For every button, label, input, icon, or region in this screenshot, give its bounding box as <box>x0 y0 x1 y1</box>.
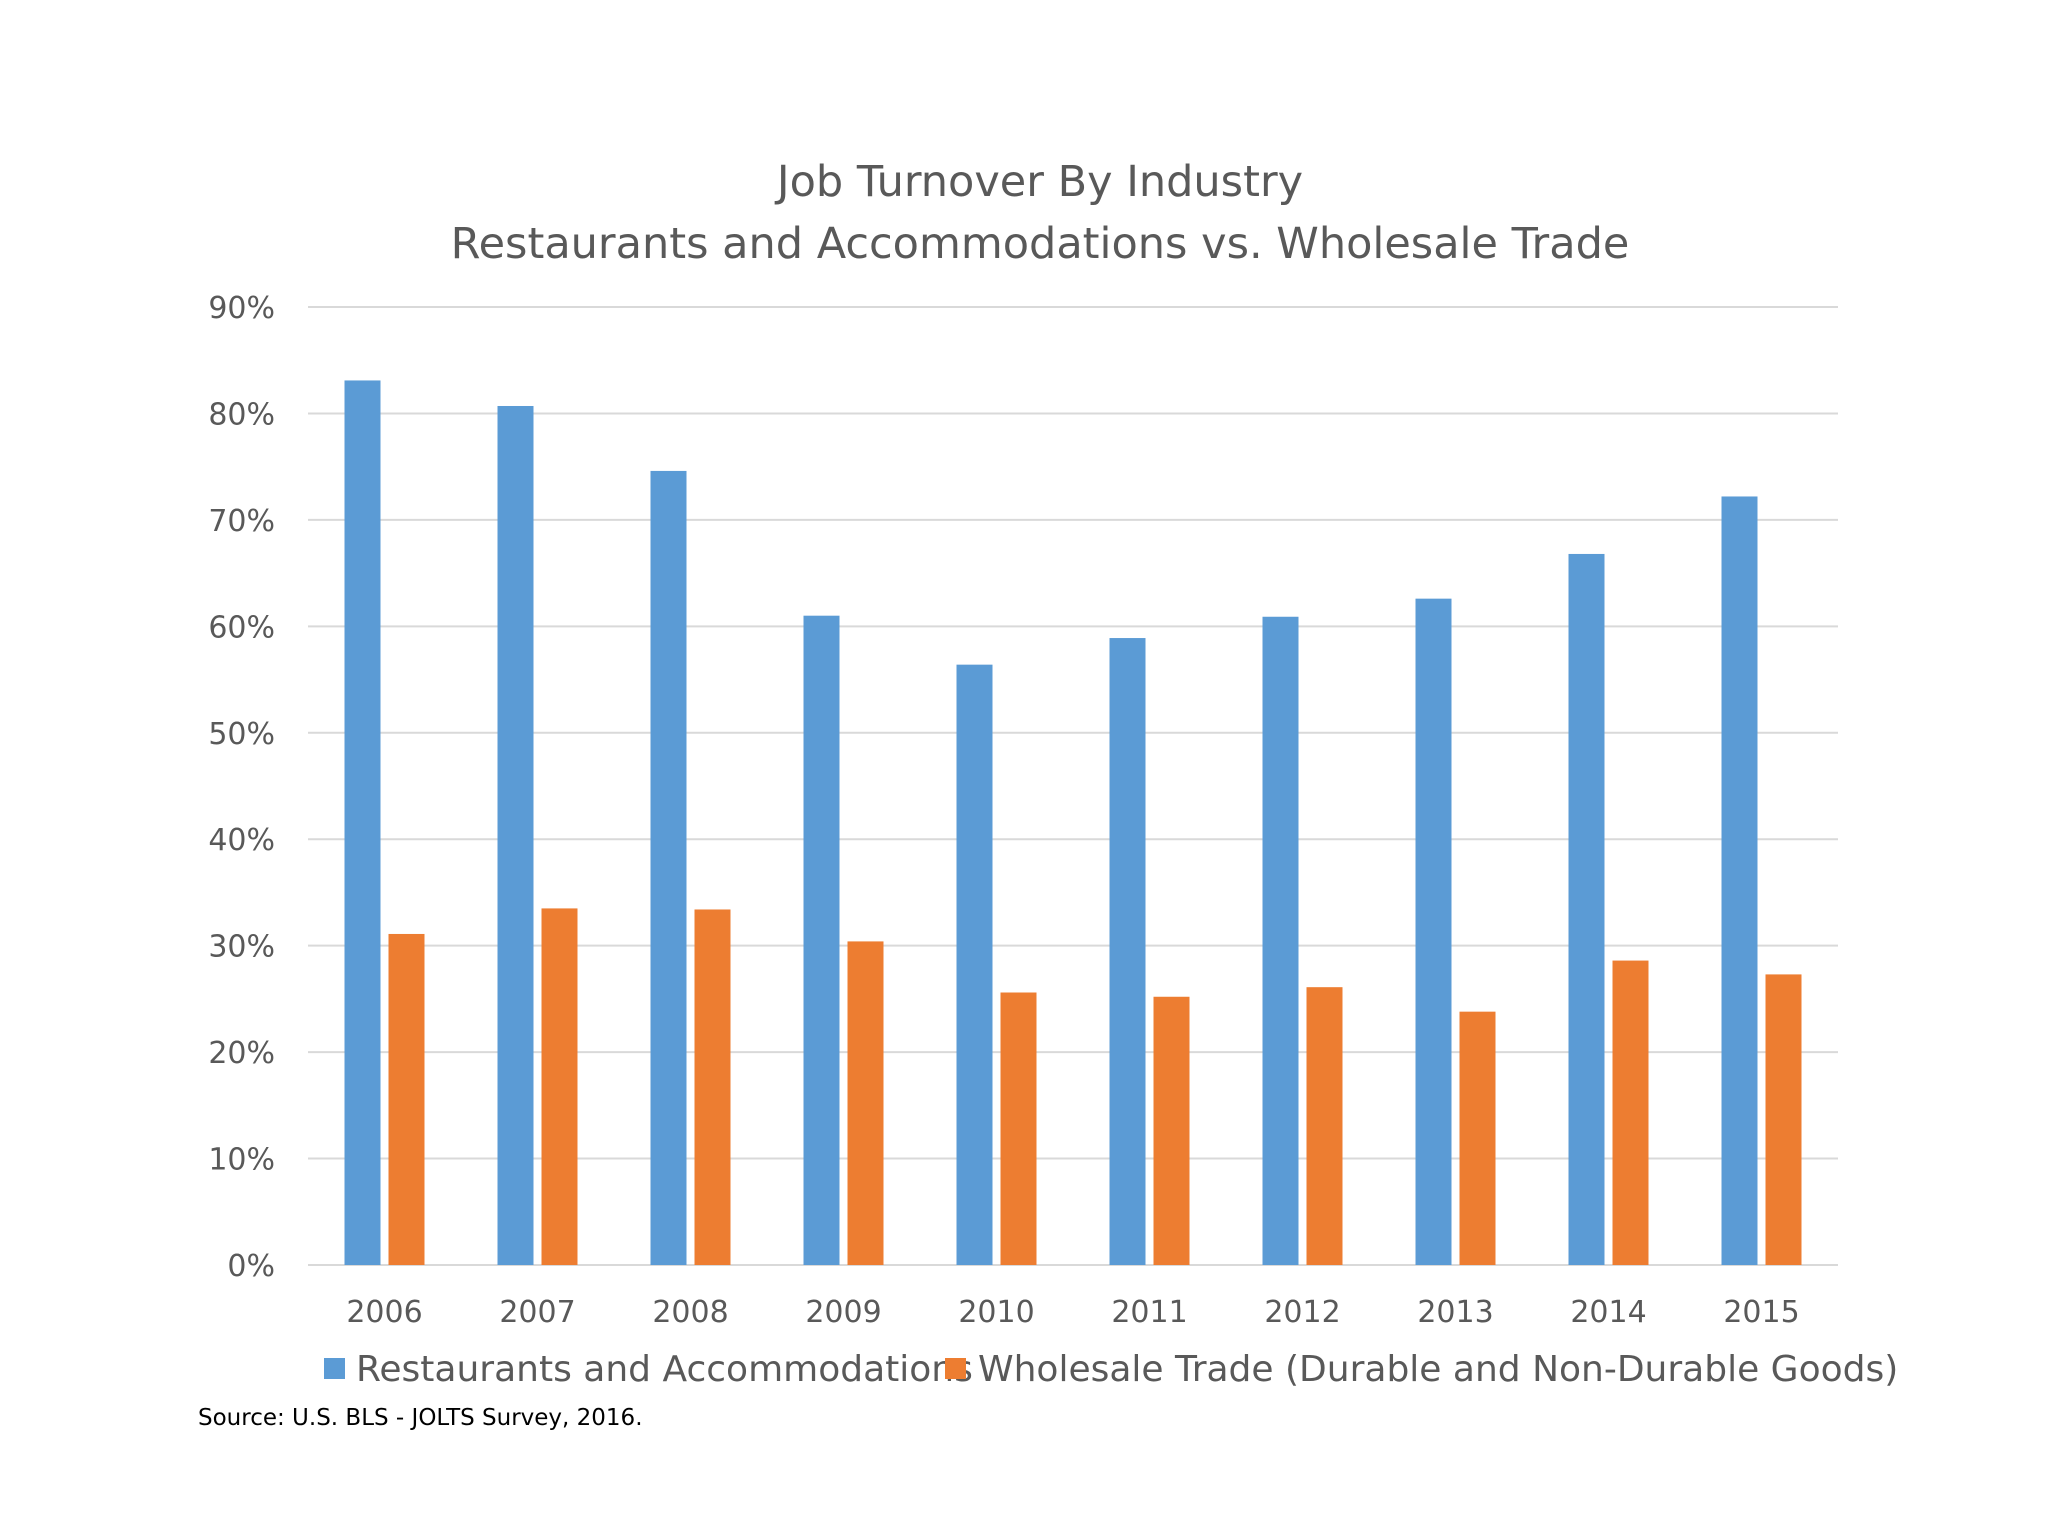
bar-wholesale-2008 <box>694 909 731 1265</box>
x-tick-label: 2015 <box>1723 1295 1799 1330</box>
x-tick-label: 2014 <box>1570 1295 1646 1330</box>
chart-title: Job Turnover By Industry <box>774 157 1303 207</box>
bar-wholesale-2011 <box>1153 996 1190 1265</box>
y-tick-label: 40% <box>208 823 275 858</box>
bar-restaurants-2006 <box>344 380 381 1265</box>
x-tick-label: 2011 <box>1111 1295 1187 1330</box>
bar-restaurants-2009 <box>803 615 840 1265</box>
bar-wholesale-2006 <box>388 933 425 1265</box>
bar-wholesale-2013 <box>1459 1011 1496 1265</box>
x-tick-label: 2009 <box>805 1295 881 1330</box>
bar-restaurants-2015 <box>1721 496 1758 1266</box>
y-tick-label: 20% <box>208 1036 275 1071</box>
source-note: Source: U.S. BLS - JOLTS Survey, 2016. <box>198 1405 643 1431</box>
y-tick-label: 80% <box>208 397 275 432</box>
bar-restaurants-2012 <box>1262 616 1299 1265</box>
bar-wholesale-2009 <box>847 941 884 1265</box>
y-tick-label: 60% <box>208 610 275 645</box>
bar-restaurants-2010 <box>956 664 993 1265</box>
bar-wholesale-2010 <box>1000 992 1037 1265</box>
x-tick-label: 2013 <box>1417 1295 1493 1330</box>
y-axis-tick-labels: 0% 10% 20% 30% 40% 50% 60% 70% 80% 90% <box>208 291 275 1284</box>
x-tick-label: 2006 <box>346 1295 422 1330</box>
gridlines <box>308 306 1838 1266</box>
y-tick-label: 90% <box>208 291 275 326</box>
x-tick-label: 2007 <box>499 1295 575 1330</box>
bars <box>344 380 1802 1266</box>
x-axis-category-labels: 2006 2007 2008 2009 2010 2011 2012 2013 2014 2015 <box>346 1295 1799 1330</box>
legend-label: Wholesale Trade (Durable and Non-Durable… <box>978 1349 1898 1390</box>
y-tick-label: 70% <box>208 504 275 539</box>
bar-wholesale-2007 <box>541 908 578 1265</box>
bar-wholesale-2014 <box>1612 960 1649 1265</box>
bar-restaurants-2007 <box>497 405 534 1265</box>
bar-restaurants-2013 <box>1415 598 1452 1265</box>
y-tick-label: 10% <box>208 1143 275 1178</box>
legend-swatch <box>324 1358 345 1379</box>
bar-restaurants-2014 <box>1568 553 1605 1265</box>
bar-wholesale-2015 <box>1765 974 1802 1265</box>
legend-swatch <box>945 1358 966 1379</box>
y-tick-label: 0% <box>227 1249 275 1284</box>
legend-label: Restaurants and Accommodations <box>356 1349 973 1390</box>
legend: Restaurants and Accommodations Wholesale … <box>324 1349 1898 1390</box>
y-tick-label: 50% <box>208 717 275 752</box>
x-tick-label: 2008 <box>652 1295 728 1330</box>
bar-restaurants-2008 <box>650 470 687 1265</box>
x-tick-label: 2010 <box>958 1295 1034 1330</box>
x-tick-label: 2012 <box>1264 1295 1340 1330</box>
y-tick-label: 30% <box>208 930 275 965</box>
bar-wholesale-2012 <box>1306 987 1343 1265</box>
chart-subtitle: Restaurants and Accommodations vs. Whole… <box>451 219 1630 269</box>
bar-restaurants-2011 <box>1109 638 1146 1265</box>
